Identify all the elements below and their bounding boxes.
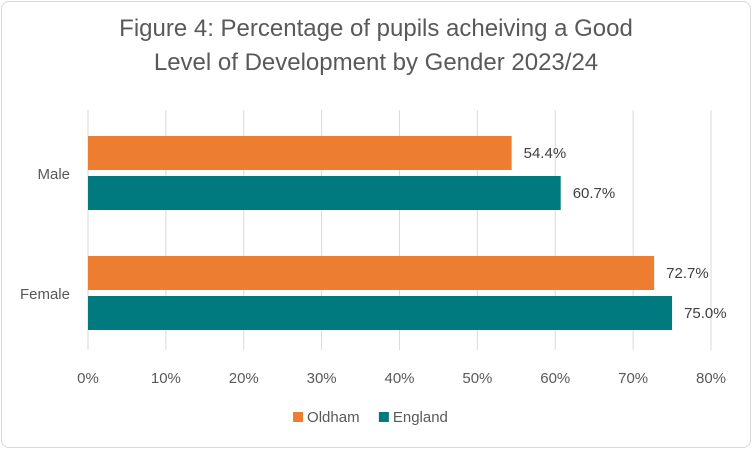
legend-label-oldham: Oldham bbox=[307, 409, 360, 426]
bar-england-male bbox=[88, 176, 561, 210]
chart-title: Figure 4: Percentage of pupils acheiving… bbox=[119, 15, 633, 76]
legend: Oldham England bbox=[293, 409, 448, 426]
data-labels: 54.4% 60.7% 72.7% 75.0% bbox=[524, 145, 727, 322]
x-tick-label: 80% bbox=[696, 370, 726, 387]
category-label: Female bbox=[20, 286, 70, 303]
bar-england-female bbox=[88, 296, 673, 330]
category-label: Male bbox=[37, 166, 70, 183]
legend-label-england: England bbox=[393, 409, 448, 426]
data-label: 75.0% bbox=[684, 305, 727, 322]
chart-title-line-2: Level of Development by Gender 2023/24 bbox=[154, 49, 598, 76]
legend-swatch-oldham bbox=[293, 412, 304, 422]
bar-oldham-female bbox=[88, 256, 655, 290]
data-label: 72.7% bbox=[666, 265, 709, 282]
bars bbox=[88, 136, 673, 330]
x-tick-label: 60% bbox=[540, 370, 570, 387]
bar-oldham-male bbox=[88, 136, 512, 170]
x-tick-label: 30% bbox=[307, 370, 337, 387]
chart-title-line-1: Figure 4: Percentage of pupils acheiving… bbox=[119, 15, 633, 42]
data-label: 54.4% bbox=[524, 145, 567, 162]
x-tick-label: 40% bbox=[384, 370, 414, 387]
legend-swatch-england bbox=[378, 412, 389, 422]
data-label: 60.7% bbox=[573, 185, 616, 202]
x-tick-label: 20% bbox=[229, 370, 259, 387]
x-tick-label: 50% bbox=[462, 370, 492, 387]
x-tick-label: 0% bbox=[77, 370, 99, 387]
x-tick-label: 70% bbox=[618, 370, 648, 387]
x-tick-label: 10% bbox=[151, 370, 181, 387]
x-tick-labels: 0% 10% 20% 30% 40% 50% 60% 70% 80% bbox=[77, 370, 726, 387]
category-labels: Male Female bbox=[20, 166, 70, 303]
